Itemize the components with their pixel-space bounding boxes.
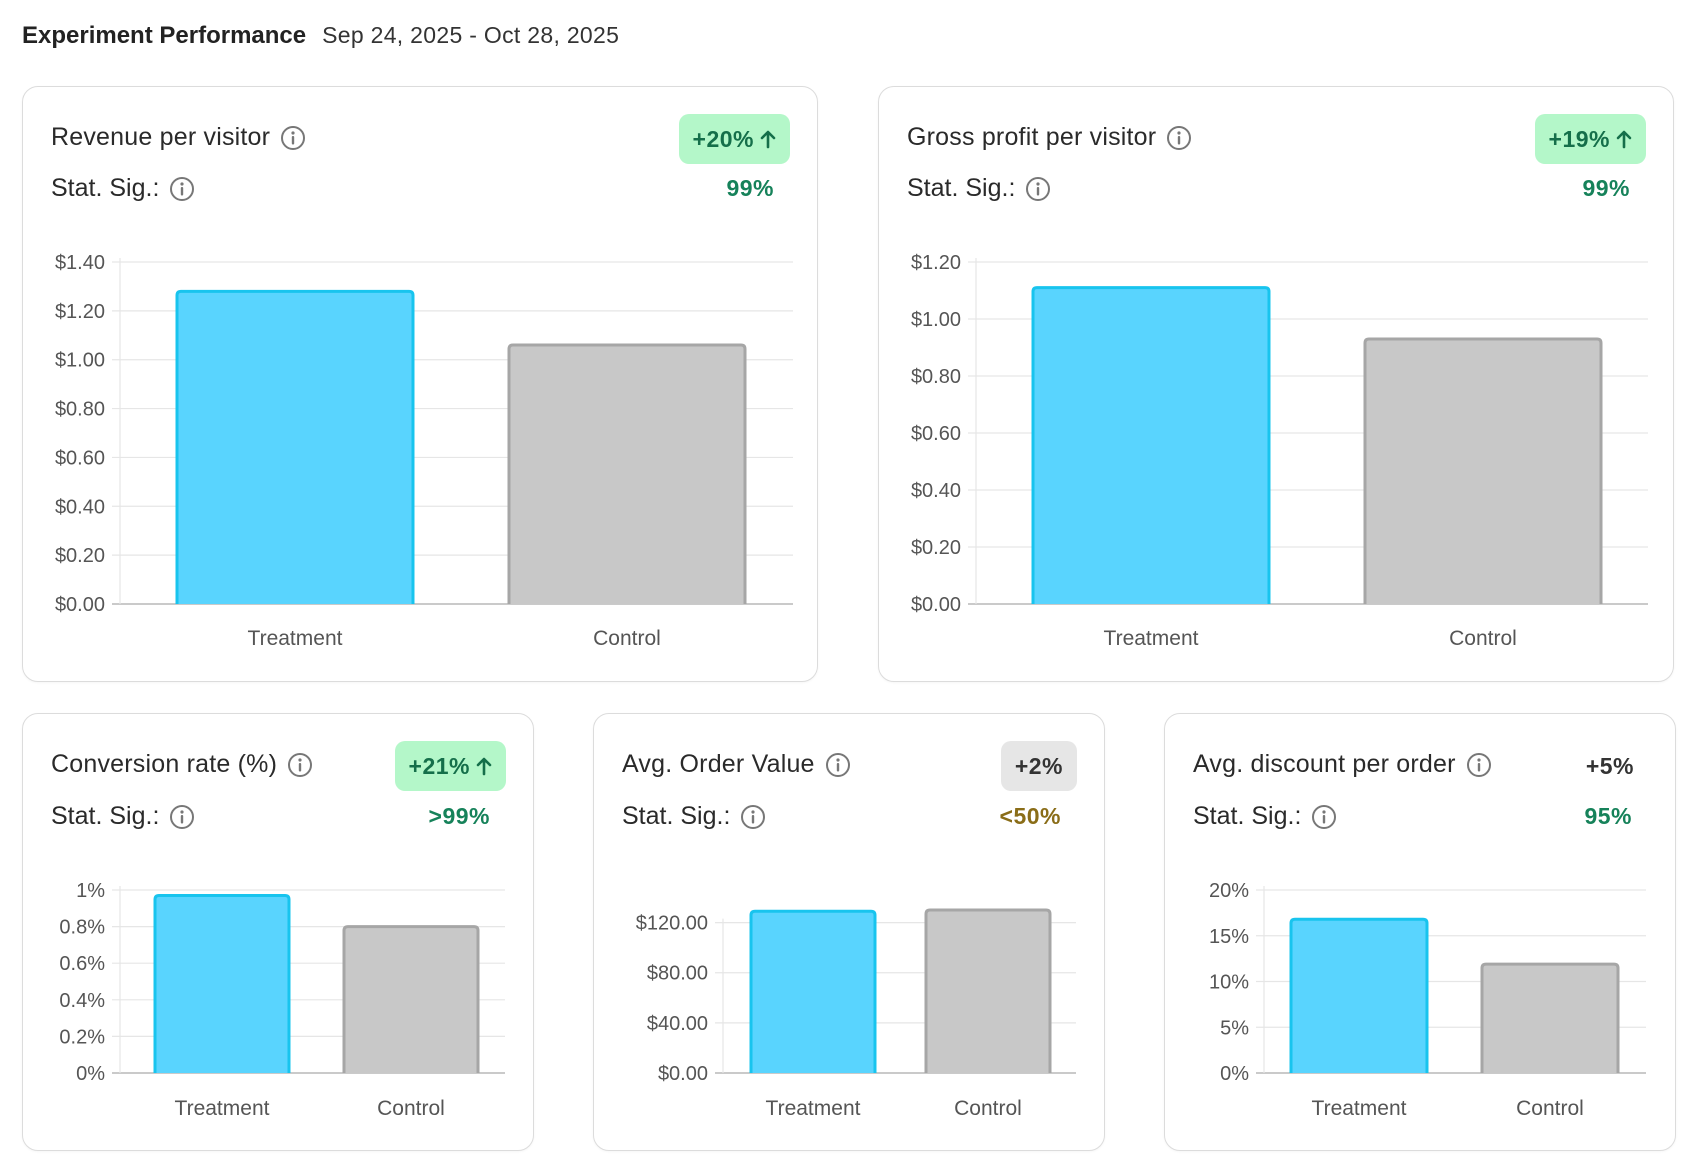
- stat-sig-label: Stat. Sig.:: [907, 174, 1051, 203]
- stat-sig-text: Stat. Sig.:: [51, 174, 160, 202]
- metric-card: Avg. discount per order +5% Stat. Sig.: 95%: [1164, 713, 1676, 1151]
- stat-sig-text: Stat. Sig.:: [622, 802, 731, 830]
- stat-sig-value: <50%: [999, 803, 1061, 829]
- card-title-text: Revenue per visitor: [51, 123, 271, 151]
- info-icon[interactable]: [740, 804, 766, 830]
- lift-value: +19%: [1548, 125, 1610, 152]
- info-icon[interactable]: [1025, 176, 1051, 202]
- stat-sig-text: Stat. Sig.:: [907, 174, 1016, 202]
- lift-badge: +19%: [1534, 114, 1646, 164]
- stat-sig-value: >99%: [428, 803, 490, 829]
- stat-sig-label: Stat. Sig.:: [1193, 802, 1337, 831]
- lift-value: +21%: [408, 752, 470, 779]
- info-icon[interactable]: [169, 804, 195, 830]
- metric-card: Avg. Order Value +2% Stat. Sig.: <50%: [593, 713, 1105, 1151]
- lift-badge: +2%: [1000, 741, 1077, 791]
- stat-sig-value: 99%: [1582, 175, 1630, 201]
- lift-value: +5%: [1585, 752, 1634, 779]
- card-title-text: Gross profit per visitor: [907, 123, 1157, 151]
- metric-card: Conversion rate (%) +21% Stat. Sig.: >99%: [22, 713, 534, 1151]
- info-icon[interactable]: [169, 176, 195, 202]
- lift-value: +20%: [692, 125, 754, 152]
- info-icon[interactable]: [280, 125, 306, 151]
- stat-sig-text: Stat. Sig.:: [1193, 802, 1302, 830]
- info-icon[interactable]: [287, 752, 313, 778]
- card-title-text: Conversion rate (%): [51, 750, 278, 778]
- arrow-up-icon: [1616, 130, 1632, 149]
- card-title: Avg. Order Value: [622, 750, 851, 779]
- info-icon[interactable]: [1311, 804, 1337, 830]
- stat-sig-value: 99%: [726, 175, 774, 201]
- card-title: Conversion rate (%): [51, 750, 313, 779]
- card-title: Revenue per visitor: [51, 123, 306, 152]
- card-title: Avg. discount per order: [1193, 750, 1492, 779]
- card-title: Gross profit per visitor: [907, 123, 1192, 152]
- arrow-up-icon: [760, 130, 776, 149]
- stat-sig-text: Stat. Sig.:: [51, 802, 160, 830]
- info-icon[interactable]: [825, 752, 851, 778]
- metric-card: Revenue per visitor +20% Stat. Sig.: 99%: [22, 86, 818, 682]
- stat-sig-label: Stat. Sig.:: [51, 802, 195, 831]
- arrow-up-icon: [476, 757, 492, 776]
- date-range[interactable]: Sep 24, 2025 - Oct 28, 2025: [322, 22, 620, 48]
- metric-card: Gross profit per visitor +19% Stat. Sig.: 9…: [878, 86, 1674, 682]
- page-header: Experiment Performance Sep 24, 2025 - Oc…: [22, 22, 619, 50]
- lift-badge: +5%: [1572, 741, 1648, 791]
- lift-badge: +20%: [678, 114, 790, 164]
- lift-value: +2%: [1014, 752, 1063, 779]
- card-title-text: Avg. Order Value: [622, 750, 815, 778]
- card-title-text: Avg. discount per order: [1193, 750, 1456, 778]
- page-title: Experiment Performance: [22, 22, 307, 49]
- lift-badge: +21%: [394, 741, 506, 791]
- stat-sig-label: Stat. Sig.:: [51, 174, 195, 203]
- info-icon[interactable]: [1166, 125, 1192, 151]
- stat-sig-label: Stat. Sig.:: [622, 802, 766, 831]
- stat-sig-value: 95%: [1584, 803, 1632, 829]
- info-icon[interactable]: [1466, 752, 1492, 778]
